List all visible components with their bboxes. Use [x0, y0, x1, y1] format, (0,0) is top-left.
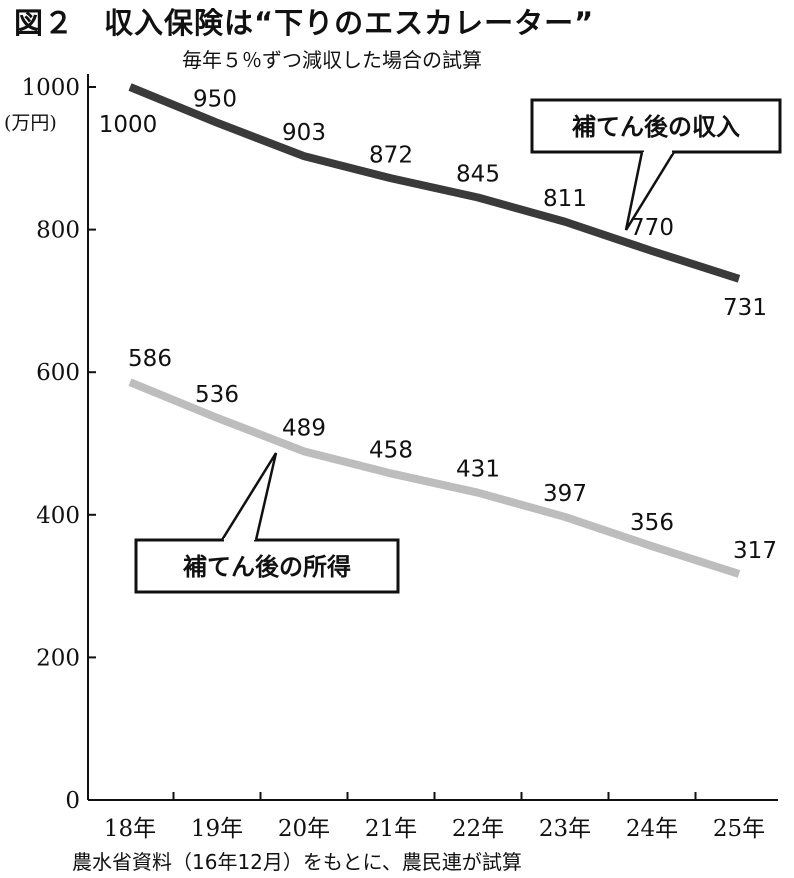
data-label-earnings: 431 — [456, 457, 500, 483]
y-tick-label: 0 — [65, 788, 80, 814]
y-tick-label: 1000 — [21, 75, 80, 101]
x-tick-label: 22年 — [452, 816, 504, 842]
figure-number: 図２ — [14, 6, 75, 40]
data-label-earnings: 536 — [195, 382, 239, 408]
callout-pointer-earnings — [220, 452, 278, 541]
x-tick-label: 24年 — [626, 816, 678, 842]
data-label-earnings: 356 — [630, 510, 674, 536]
data-label-earnings: 489 — [282, 415, 326, 441]
x-tick-label: 25年 — [713, 816, 765, 842]
x-tick-label: 18年 — [104, 816, 156, 842]
x-tick-label: 23年 — [539, 816, 591, 842]
data-label-income: 845 — [456, 162, 500, 188]
series-label-earnings: 補てん後の所得 — [182, 553, 351, 581]
data-label-earnings: 458 — [369, 437, 413, 463]
data-label-income: 811 — [543, 186, 587, 212]
data-label-earnings: 586 — [128, 346, 172, 372]
y-axis-unit-label: (万円) — [4, 112, 57, 134]
y-tick-label: 200 — [36, 645, 80, 671]
x-tick-label: 20年 — [278, 816, 330, 842]
data-label-income: 1000 — [99, 112, 158, 138]
x-tick-label: 19年 — [191, 816, 243, 842]
data-label-income: 950 — [193, 87, 237, 113]
y-tick-label: 600 — [36, 360, 80, 386]
data-label-income: 731 — [723, 295, 767, 321]
y-tick-label: 400 — [36, 503, 80, 529]
series-line-earnings — [128, 378, 741, 578]
x-tick-label: 21年 — [365, 816, 417, 842]
data-label-earnings: 397 — [543, 481, 587, 507]
series-line-income — [128, 83, 741, 283]
y-tick-label: 800 — [36, 218, 80, 244]
data-label-income: 903 — [282, 120, 326, 146]
series-label-income: 補てん後の収入 — [571, 113, 740, 141]
data-label-earnings: 317 — [733, 538, 777, 564]
callout-pointer-income — [624, 151, 676, 231]
source-note: 農水省資料（16年12月）をもとに、農民連が試算 — [72, 850, 522, 874]
chart-title: 図２ 収入保険は“下りのエスカレーター” — [14, 0, 594, 42]
chart-subtitle: 毎年５％ずつ減収した場合の試算 — [182, 48, 482, 72]
title-text: 収入保険は“下りのエスカレーター” — [104, 6, 595, 40]
data-label-income: 770 — [630, 215, 674, 241]
callout-box-earnings — [134, 538, 400, 594]
data-label-income: 872 — [369, 142, 413, 168]
